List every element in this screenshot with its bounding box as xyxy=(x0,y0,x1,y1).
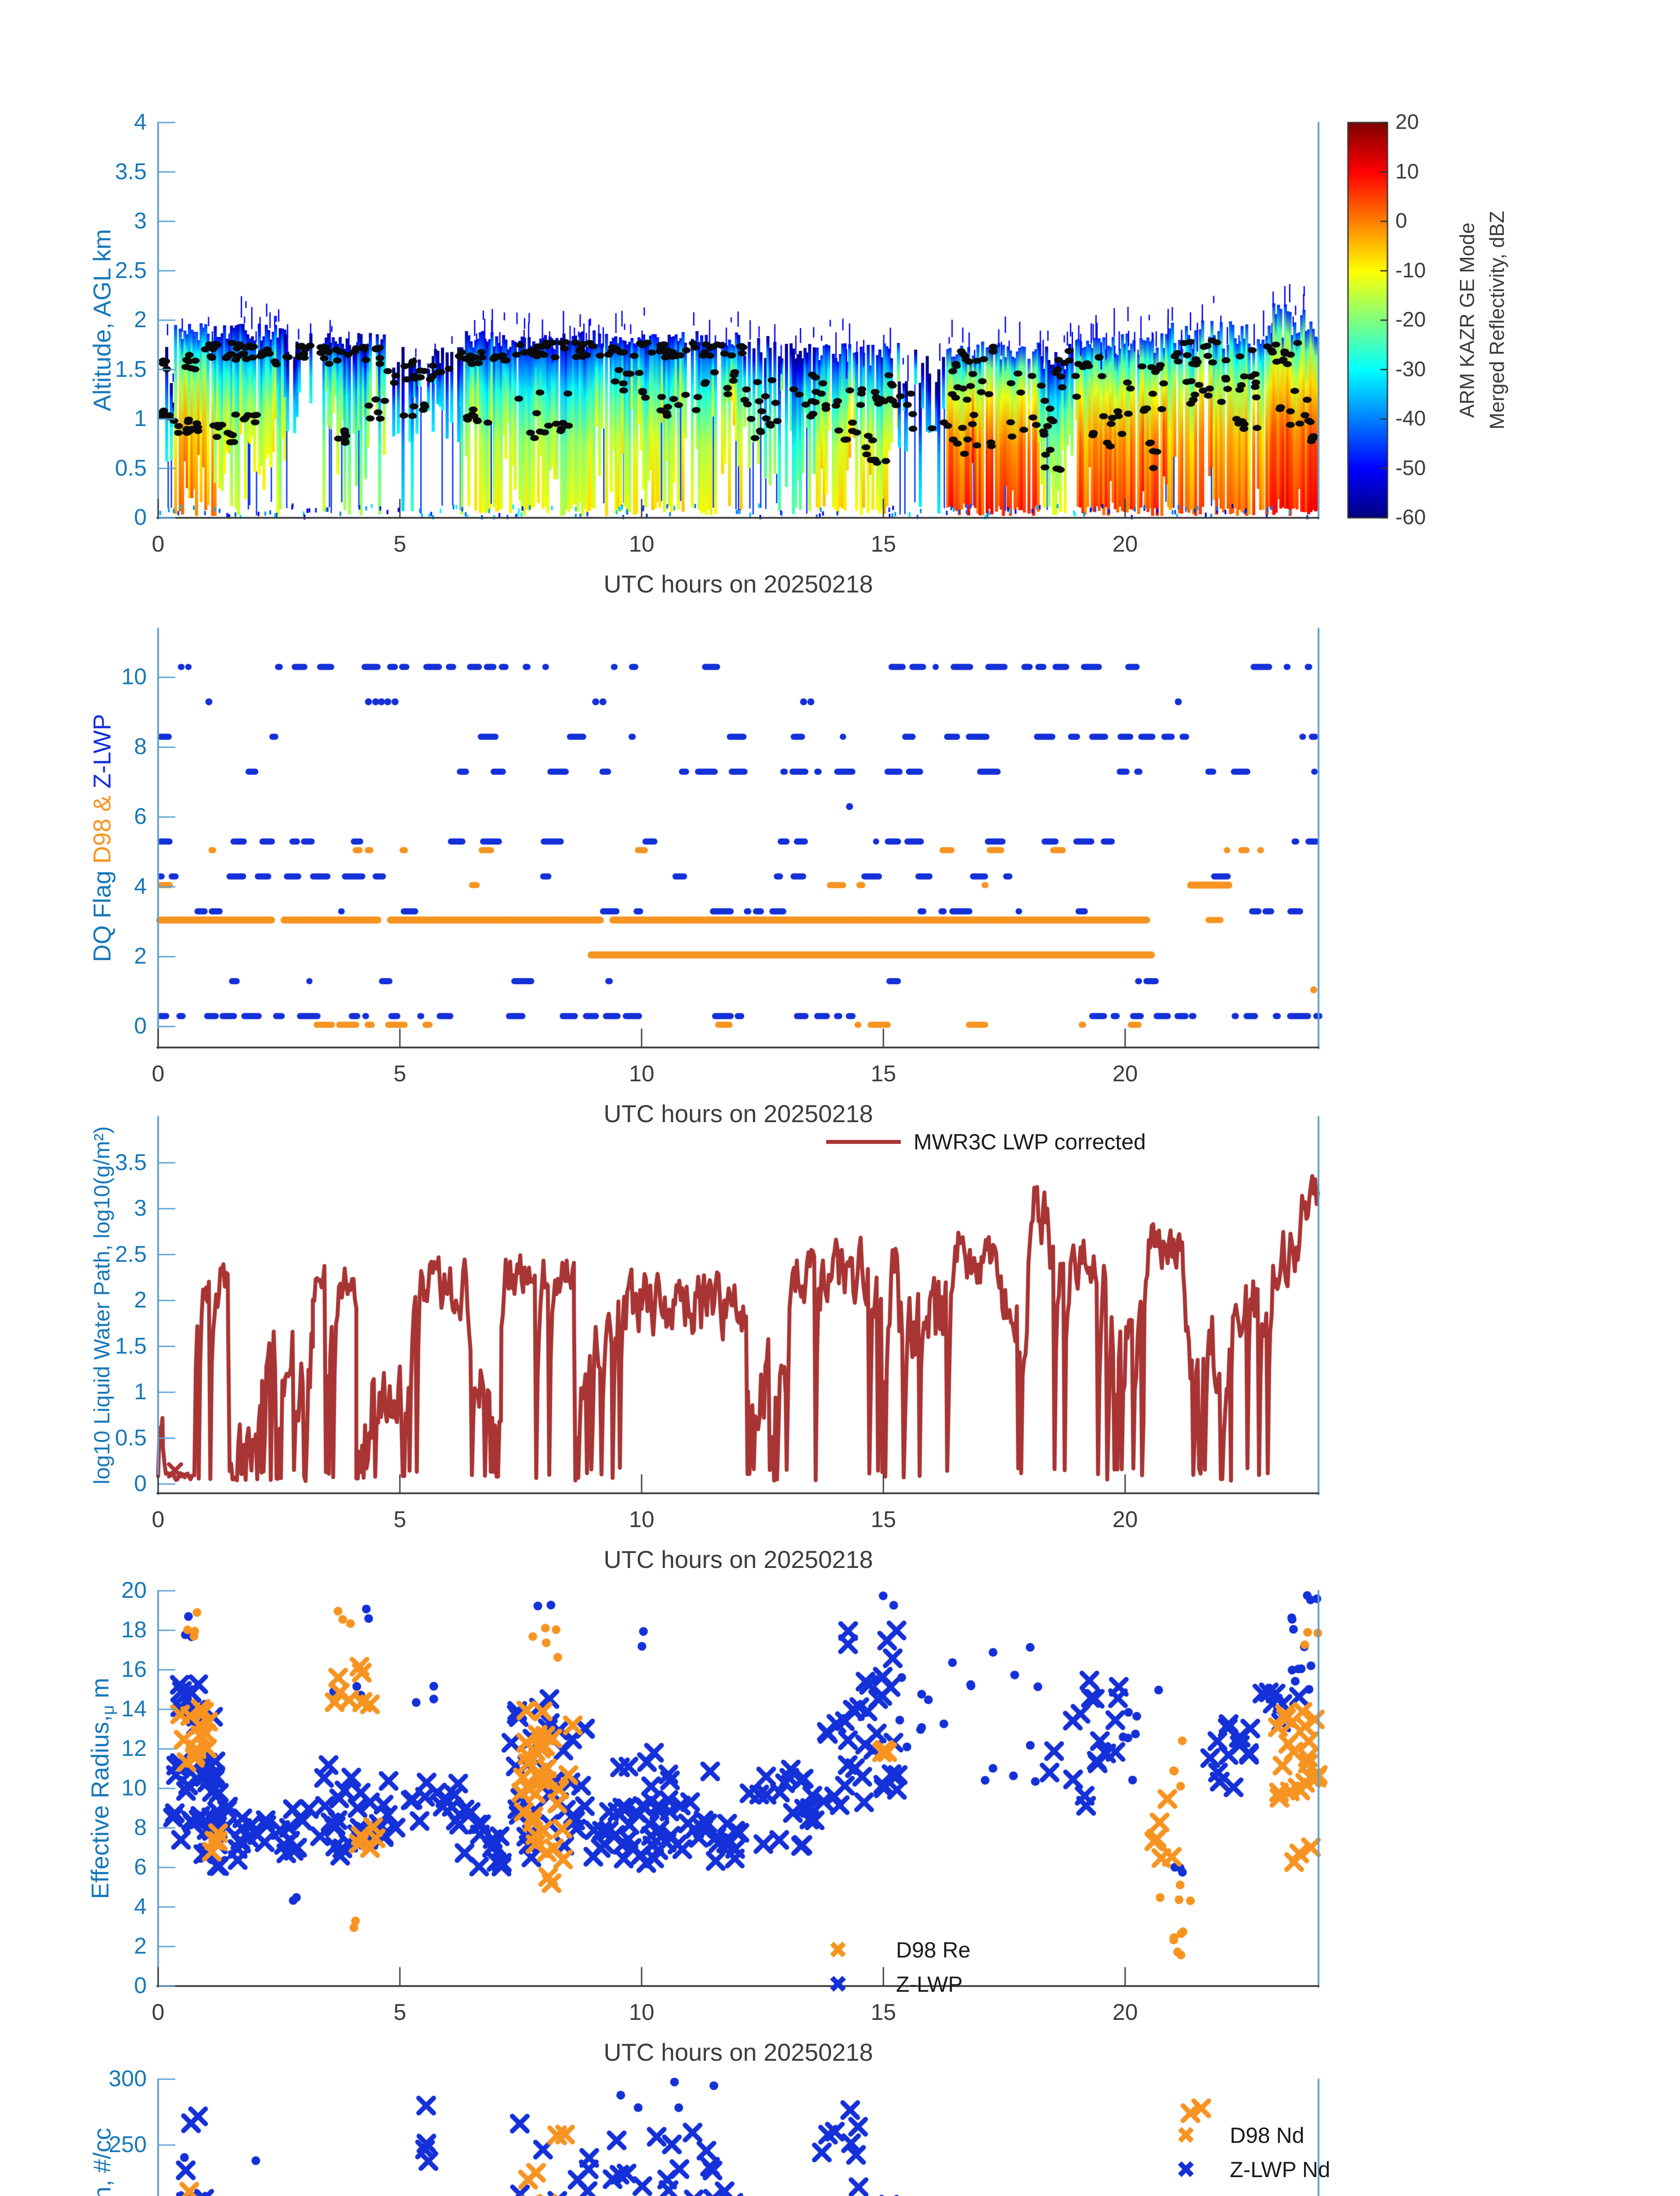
y-tick-label: 2 xyxy=(134,1933,147,1959)
y-tick-label: 0 xyxy=(134,1013,147,1039)
legend-x-icon: ✖ xyxy=(1176,2121,1196,2149)
legend-label-d98-re: D98 Re xyxy=(896,1938,971,1962)
x-tick-label: 5 xyxy=(393,2000,406,2025)
y-tick-label: 12 xyxy=(121,1735,147,1761)
colorbar-tick-label: -50 xyxy=(1395,456,1426,480)
colorbar-tick-label: -30 xyxy=(1395,357,1426,381)
y-tick-label: 2 xyxy=(134,943,147,969)
x-tick-label: 5 xyxy=(393,531,406,557)
y-tick-label: 1 xyxy=(134,1379,147,1405)
colorbar-tick-label: -20 xyxy=(1395,308,1426,332)
y-tick-label: 4 xyxy=(134,1893,147,1919)
x-tick-label: 20 xyxy=(1112,1061,1138,1087)
y-tick-label: 3.5 xyxy=(115,1149,147,1175)
y-tick-label: 300 xyxy=(108,2066,147,2091)
legend-label-d98-nd: D98 Nd xyxy=(1230,2123,1304,2148)
y-tick-label: 4 xyxy=(134,109,147,135)
y-tick-label: 1.5 xyxy=(115,1333,147,1359)
y-tick-label: 6 xyxy=(134,804,147,830)
colorbar-tick-label: -10 xyxy=(1395,258,1426,282)
y-tick-label: 10 xyxy=(121,664,147,690)
y-tick-label: 0.5 xyxy=(115,1425,147,1451)
x-tick-label: 10 xyxy=(629,1061,654,1087)
x-tick-label: 0 xyxy=(152,2000,165,2025)
legend-x-icon: ✖ xyxy=(828,1970,848,1998)
legend-line-icon xyxy=(826,1140,901,1144)
y-tick-label: 3 xyxy=(134,1195,147,1221)
x-tick-label: 15 xyxy=(871,1061,896,1087)
x-tick-label: 5 xyxy=(393,1061,406,1087)
x-tick-label: 10 xyxy=(629,1507,654,1532)
x-tick-label: 15 xyxy=(871,2000,896,2025)
legend-x-icon: ✖ xyxy=(828,1936,848,1964)
x-tick-label: 20 xyxy=(1112,2000,1138,2025)
colorbar-label-line1: ARM KAZR GE Mode xyxy=(1456,222,1478,418)
colorbar-label-line2: Merged Reflectivity, dBZ xyxy=(1485,211,1508,430)
colorbar-tick-label: -40 xyxy=(1395,407,1426,430)
y-tick-label: 0.5 xyxy=(115,455,147,481)
y-tick-label: 1.5 xyxy=(115,356,147,382)
x-tick-label: 0 xyxy=(152,531,165,557)
x-tick-label: 15 xyxy=(871,1507,896,1532)
colorbar-tick-label: 20 xyxy=(1395,110,1419,134)
x-tick-label: 20 xyxy=(1112,1507,1138,1532)
x-tick-label: 0 xyxy=(152,1507,165,1532)
y-tick-label: 2 xyxy=(134,1287,147,1313)
utc-axis-label: UTC hours on 20250218 xyxy=(603,570,873,598)
y-tick-label: 250 xyxy=(108,2131,147,2157)
y-tick-label: 10 xyxy=(121,1775,147,1801)
y-tick-label: 18 xyxy=(121,1617,147,1643)
colorbar-tick-label: -60 xyxy=(1395,506,1426,529)
colorbar-tick-label: 10 xyxy=(1395,159,1419,183)
y-tick-label: 14 xyxy=(121,1696,147,1722)
y-tick-label: 16 xyxy=(121,1656,147,1682)
utc-axis-label: UTC hours on 20250218 xyxy=(603,2038,873,2066)
y-tick-label: 0 xyxy=(134,504,147,530)
y-tick-label: 3 xyxy=(134,208,147,234)
y-tick-label: 20 xyxy=(121,1577,147,1603)
y-tick-label: 0 xyxy=(134,1972,147,1998)
utc-axis-label: UTC hours on 20250218 xyxy=(603,1100,873,1127)
utc-axis-label: UTC hours on 20250218 xyxy=(603,1546,873,1573)
y-tick-label: 4 xyxy=(134,874,147,899)
x-tick-label: 10 xyxy=(629,531,654,557)
x-tick-label: 0 xyxy=(152,1061,165,1087)
y-tick-label: 1 xyxy=(134,405,147,431)
y-tick-label: 2.5 xyxy=(115,1241,147,1267)
legend-label-zlwp-nd: Z-LWP Nd xyxy=(1230,2157,1330,2182)
legend-x-icon: ✖ xyxy=(1176,2156,1196,2184)
legend-label-zlwp: Z-LWP xyxy=(896,1972,963,1997)
y-tick-label: 0 xyxy=(134,1470,147,1496)
x-tick-label: 20 xyxy=(1112,531,1138,557)
y-tick-label: 2 xyxy=(134,307,147,332)
y-tick-label: 6 xyxy=(134,1854,147,1880)
y-tick-label: 3.5 xyxy=(115,159,147,184)
y-tick-label: 2.5 xyxy=(115,257,147,283)
x-tick-label: 15 xyxy=(871,531,896,557)
x-tick-label: 5 xyxy=(393,1507,406,1532)
colorbar-tick-label: 0 xyxy=(1395,209,1407,233)
y-tick-label: 8 xyxy=(134,1814,147,1840)
y-tick-label: 8 xyxy=(134,734,147,760)
x-tick-label: 10 xyxy=(629,2000,654,2025)
legend-label-mwr3c: MWR3C LWP corrected xyxy=(914,1130,1146,1154)
